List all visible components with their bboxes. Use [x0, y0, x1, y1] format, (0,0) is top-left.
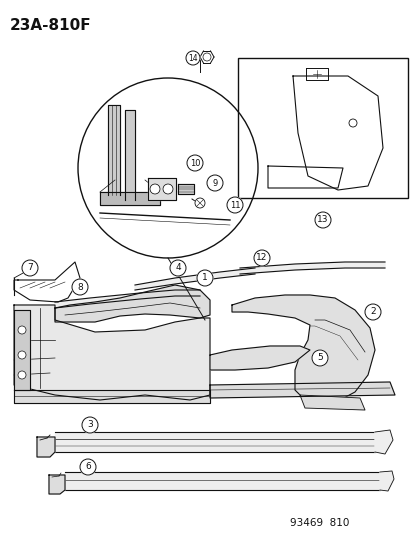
Circle shape: [364, 304, 380, 320]
Polygon shape: [49, 475, 65, 494]
Text: 8: 8: [77, 282, 83, 292]
Text: 13: 13: [316, 215, 328, 224]
Text: 5: 5: [316, 353, 322, 362]
Circle shape: [170, 260, 185, 276]
Circle shape: [314, 212, 330, 228]
Polygon shape: [65, 472, 379, 490]
Circle shape: [18, 351, 26, 359]
Polygon shape: [374, 430, 392, 454]
Circle shape: [254, 250, 269, 266]
Text: 10: 10: [189, 158, 200, 167]
Circle shape: [197, 270, 212, 286]
Text: 6: 6: [85, 463, 91, 472]
Polygon shape: [379, 471, 393, 491]
Circle shape: [82, 417, 98, 433]
Text: 12: 12: [256, 254, 267, 262]
Polygon shape: [37, 437, 55, 457]
Circle shape: [150, 184, 159, 194]
Text: 3: 3: [87, 421, 93, 430]
Text: 23A-810F: 23A-810F: [10, 18, 91, 33]
Text: 7: 7: [27, 263, 33, 272]
Text: 14: 14: [188, 53, 197, 62]
Circle shape: [163, 184, 173, 194]
Circle shape: [311, 350, 327, 366]
Circle shape: [22, 260, 38, 276]
Circle shape: [18, 326, 26, 334]
Polygon shape: [125, 110, 135, 200]
Polygon shape: [299, 395, 364, 410]
Circle shape: [206, 175, 223, 191]
Circle shape: [18, 371, 26, 379]
Circle shape: [72, 279, 88, 295]
Circle shape: [348, 119, 356, 127]
Polygon shape: [135, 268, 254, 290]
Circle shape: [80, 459, 96, 475]
Polygon shape: [108, 105, 120, 195]
Text: 93469  810: 93469 810: [289, 518, 349, 528]
FancyBboxPatch shape: [237, 58, 407, 198]
Polygon shape: [209, 346, 309, 370]
Polygon shape: [231, 295, 374, 405]
Text: 11: 11: [229, 200, 240, 209]
Polygon shape: [14, 310, 30, 390]
Polygon shape: [100, 192, 159, 205]
Circle shape: [187, 155, 202, 171]
Polygon shape: [55, 290, 199, 308]
Polygon shape: [14, 262, 80, 302]
Polygon shape: [14, 305, 209, 400]
Circle shape: [195, 198, 204, 208]
Circle shape: [226, 197, 242, 213]
Polygon shape: [178, 184, 194, 194]
Text: 9: 9: [212, 179, 217, 188]
Polygon shape: [209, 382, 394, 398]
Polygon shape: [14, 390, 209, 403]
Polygon shape: [240, 262, 384, 274]
Polygon shape: [55, 432, 374, 452]
Text: 2: 2: [369, 308, 375, 317]
Circle shape: [185, 51, 199, 65]
Text: 4: 4: [175, 263, 180, 272]
Polygon shape: [55, 285, 209, 322]
Polygon shape: [267, 166, 342, 188]
Polygon shape: [147, 178, 176, 200]
Text: 1: 1: [202, 273, 207, 282]
Polygon shape: [292, 76, 382, 190]
